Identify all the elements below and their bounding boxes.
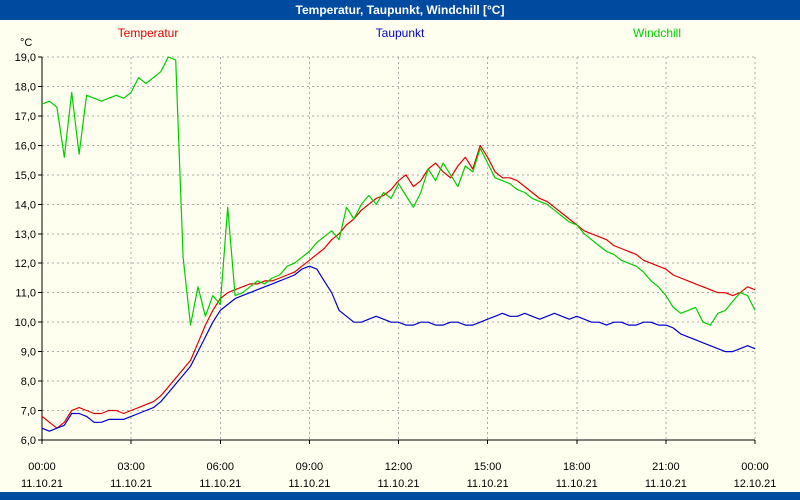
series-line-windchill [41, 56, 756, 326]
x-tick-date-label: 12.10.21 [734, 478, 777, 490]
y-tick-label: 7,0 [21, 406, 36, 418]
x-tick-time-label: 12:00 [385, 461, 413, 473]
series-line-taupunkt [41, 265, 756, 432]
legend-item-temperatur: Temperatur [117, 26, 179, 40]
y-axis-unit-label: °C [20, 37, 32, 49]
y-tick-label: 15,0 [15, 170, 36, 182]
x-tick-date-label: 11.10.21 [110, 478, 152, 490]
x-tick-date-label: 11.10.21 [21, 478, 63, 490]
x-tick-date-label: 11.10.21 [467, 478, 509, 490]
legend-item-windchill: Windchill [632, 26, 682, 40]
y-tick-label: 13,0 [15, 229, 36, 241]
series-line-temperatur [41, 144, 756, 429]
x-tick-time-label: 15:00 [474, 461, 502, 473]
y-tick-label: 17,0 [15, 111, 36, 123]
legend-item-taupunkt: Taupunkt [375, 26, 425, 40]
x-tick-time-label: 03:00 [117, 461, 145, 473]
y-tick-label: 12,0 [15, 258, 36, 270]
x-tick-date-label: 11.10.21 [556, 478, 598, 490]
x-tick-date-label: 11.10.21 [377, 478, 419, 490]
y-tick-label: 16,0 [15, 140, 36, 152]
window-title-bar: Temperatur, Taupunkt, Windchill [°C] [0, 0, 800, 20]
y-tick-label: 11,0 [15, 288, 36, 300]
x-tick-date-label: 11.10.21 [199, 478, 241, 490]
y-tick-label: 10,0 [15, 317, 36, 329]
bottom-bar [0, 492, 800, 500]
y-tick-label: 18,0 [15, 81, 36, 93]
x-tick-time-label: 00:00 [741, 461, 769, 473]
y-tick-label: 6,0 [21, 435, 36, 447]
y-tick-label: 9,0 [21, 347, 36, 359]
x-tick-time-label: 21:00 [652, 461, 680, 473]
y-tick-label: 8,0 [21, 376, 36, 388]
x-tick-date-label: 11.10.21 [288, 478, 330, 490]
y-tick-label: 14,0 [15, 199, 36, 211]
x-tick-time-label: 18:00 [563, 461, 591, 473]
x-tick-time-label: 09:00 [296, 461, 324, 473]
x-tick-time-label: 00:00 [28, 461, 56, 473]
page-title: Temperatur, Taupunkt, Windchill [°C] [295, 3, 505, 17]
y-tick-label: 19,0 [15, 52, 36, 64]
x-tick-date-label: 11.10.21 [645, 478, 687, 490]
x-tick-time-label: 06:00 [206, 461, 234, 473]
